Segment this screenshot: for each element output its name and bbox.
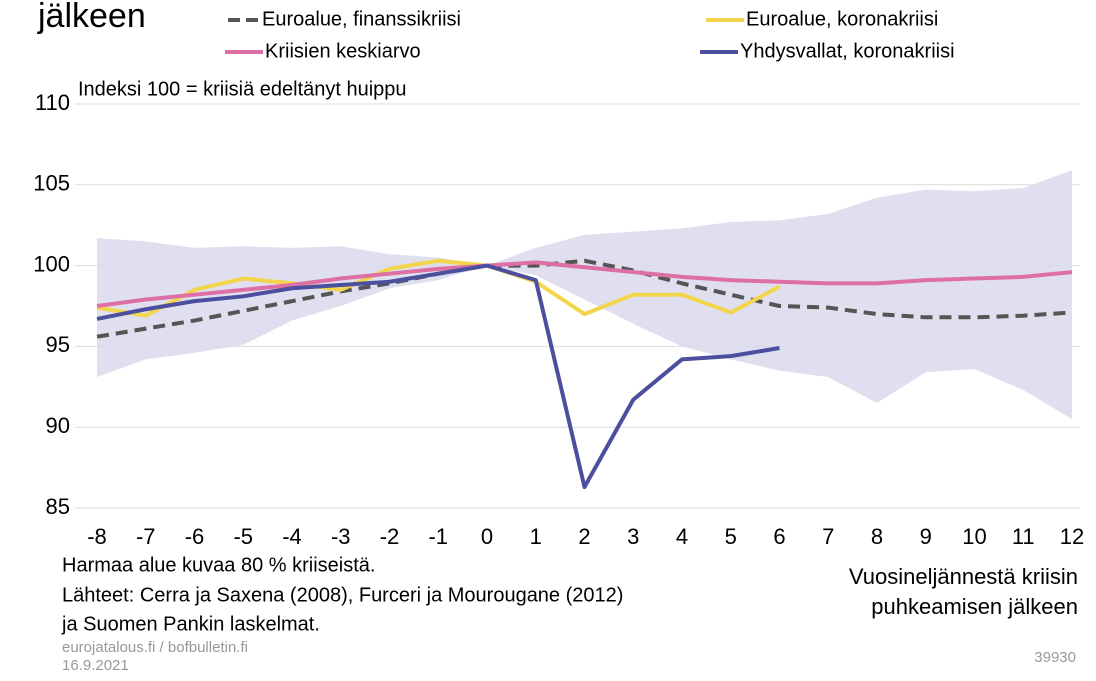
x-tick-label: 9 <box>920 524 932 549</box>
y-tick-label: 90 <box>46 413 70 438</box>
x-tick-label: -3 <box>331 524 351 549</box>
legend-label: Kriisien keskiarvo <box>265 40 421 62</box>
legend-label: Euroalue, finanssikriisi <box>262 8 461 30</box>
series-line <box>96 260 1073 308</box>
legend-label: Yhdysvallat, koronakriisi <box>740 40 955 62</box>
x-tick-label: 10 <box>962 524 986 549</box>
note: Lähteet: Cerra ja Saxena (2008), Furceri… <box>62 584 623 606</box>
x-axis-label: puhkeamisen jälkeen <box>871 594 1078 619</box>
x-tick-label: 8 <box>871 524 883 549</box>
source: eurojatalous.fi / bofbulletin.fi <box>62 639 248 656</box>
x-tick-label: 5 <box>725 524 737 549</box>
x-tick-label: -5 <box>233 524 253 549</box>
series-line <box>96 258 1073 339</box>
series-line <box>96 258 781 318</box>
range-band <box>97 170 1072 420</box>
y-tick-label: 100 <box>33 251 70 276</box>
y-tick-label: 85 <box>46 494 70 519</box>
x-tick-label: 4 <box>676 524 688 549</box>
y-tick-label: 110 <box>35 90 70 115</box>
x-tick-label: 3 <box>627 524 639 549</box>
x-tick-label: 2 <box>578 524 590 549</box>
legend-label: Euroalue, koronakriisi <box>746 8 938 30</box>
x-tick-label: -6 <box>185 524 205 549</box>
x-tick-label: 0 <box>481 524 493 549</box>
note: ja Suomen Pankin laskelmat. <box>61 613 320 635</box>
note: Harmaa alue kuvaa 80 % kriiseistä. <box>62 554 375 576</box>
series-line <box>96 263 780 489</box>
x-axis-label: Vuosineljännestä kriisin <box>849 564 1078 589</box>
x-tick-label: 12 <box>1060 524 1084 549</box>
y-tick-label: 95 <box>46 332 70 357</box>
x-tick-label: -1 <box>428 524 448 549</box>
y-tick-label: 105 <box>33 171 70 196</box>
x-tick-label: -7 <box>136 524 156 549</box>
x-tick-label: -2 <box>380 524 400 549</box>
x-tick-label: 1 <box>530 524 542 549</box>
x-tick-label: -8 <box>87 524 107 549</box>
x-tick-label: 6 <box>773 524 785 549</box>
subtitle: Indeksi 100 = kriisiä edeltänyt huippu <box>78 78 407 100</box>
x-tick-label: 7 <box>822 524 834 549</box>
date: 16.9.2021 <box>62 657 129 674</box>
x-tick-label: 11 <box>1012 524 1035 549</box>
x-tick-label: -4 <box>282 524 302 549</box>
chart-id: 39930 <box>1034 649 1076 666</box>
chart-title: jälkeen <box>37 0 146 35</box>
